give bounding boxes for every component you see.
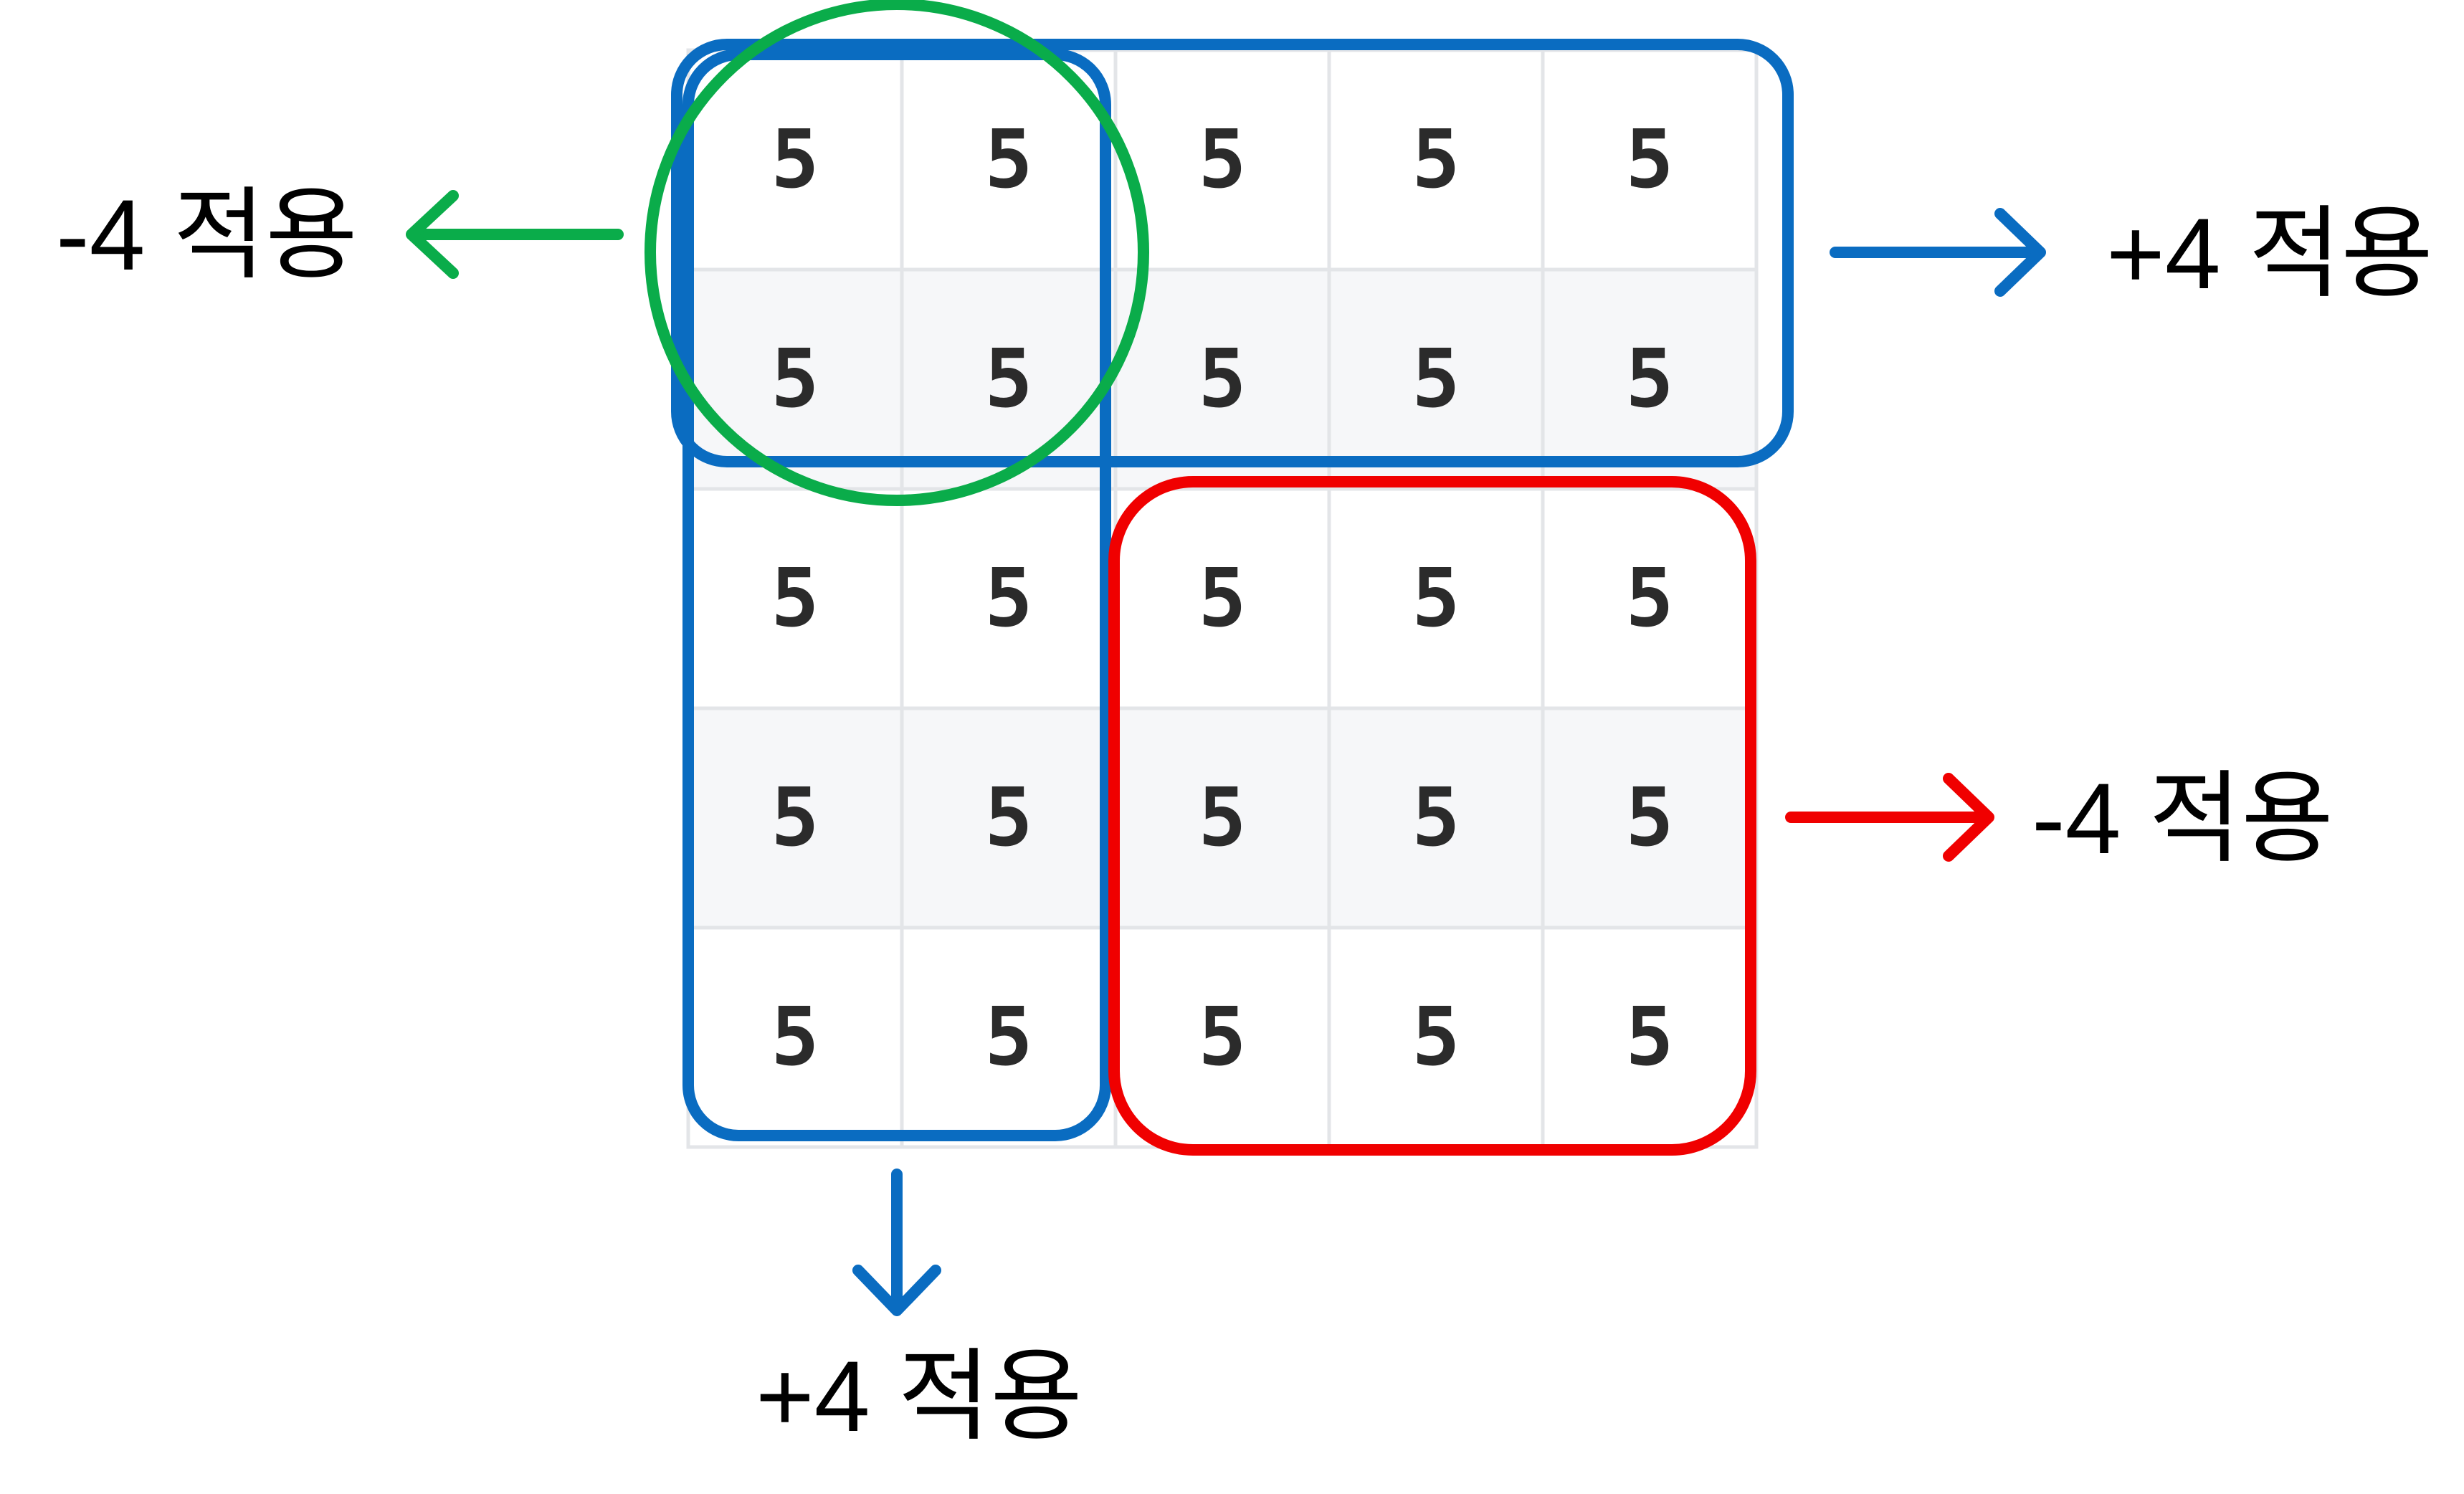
left-columns-highlight [682,49,1111,1141]
grid-cell [686,926,904,1149]
number-grid: 5 5 5 5 5 5 5 5 5 5 5 5 5 5 5 5 5 5 5 5 5 5 5 5 5 [686,48,1759,1149]
blue-right-arrow [1830,208,2046,297]
grid-cell-value: 5 [1198,113,1246,206]
grid-cell-value: 5 [1198,333,1246,426]
red-right-label: -4 적용 [2032,762,2334,875]
top-left-circle-highlight [644,0,1149,506]
grid-cell-value: 5 [1412,113,1460,206]
grid-cell-value: 5 [984,991,1032,1084]
green-left-arrow [406,190,624,279]
grid-cell [1541,926,1759,1149]
grid-cell-value: 5 [1412,771,1460,865]
grid-cell [1541,706,1759,930]
blue-bottom-label: +4 적용 [756,1340,1083,1452]
grid-cell-value: 5 [984,552,1032,645]
green-left-label: -4 적용 [56,179,358,291]
bottom-right-highlight [1108,476,1756,1156]
grid-cell-value: 5 [1625,991,1673,1084]
grid-cell-value: 5 [1625,771,1673,865]
top-rows-highlight [671,39,1794,467]
red-right-arrow [1785,773,1994,862]
grid-cell-value: 5 [771,113,819,206]
grid-cell [1113,926,1331,1149]
grid-cell [1541,267,1759,491]
grid-cell-value: 5 [984,113,1032,206]
blue-down-arrow [852,1169,941,1316]
grid-cell-value: 5 [1198,991,1246,1084]
grid-cell-value: 5 [771,991,819,1084]
grid-cell-value: 5 [771,552,819,645]
grid-cell-value: 5 [1412,333,1460,426]
grid-cell-value: 5 [1198,771,1246,865]
blue-right-label: +4 적용 [2106,197,2433,310]
grid-cell-value: 5 [1625,333,1673,426]
grid-cell [1327,706,1545,930]
grid-cell-value: 5 [1412,552,1460,645]
grid-cell [1113,267,1331,491]
grid-cell-value: 5 [1198,552,1246,645]
grid-cell [686,48,904,272]
grid-cell-value: 5 [984,333,1032,426]
grid-cell [900,706,1118,930]
grid-cell-value: 5 [984,771,1032,865]
grid-cell-value: 5 [771,771,819,865]
grid-cell [900,926,1118,1149]
grid-cell [900,487,1118,710]
grid-cell-value: 5 [1412,991,1460,1084]
grid-cell-value: 5 [1625,113,1673,206]
grid-cell-value: 5 [1625,552,1673,645]
grid-cell [1327,487,1545,710]
grid-cell-value: 5 [771,333,819,426]
